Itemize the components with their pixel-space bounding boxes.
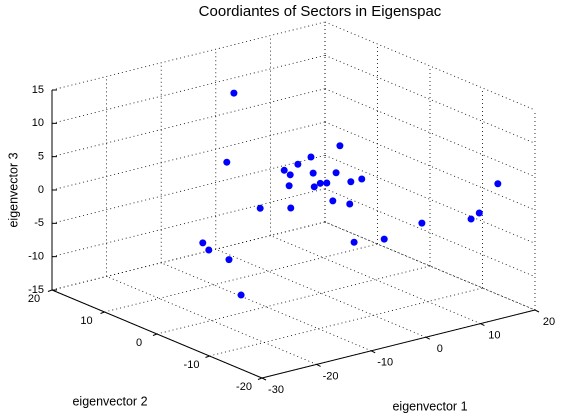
point <box>285 182 293 190</box>
point <box>467 215 475 223</box>
y-tick <box>257 377 263 380</box>
point <box>323 179 331 187</box>
point <box>475 209 483 217</box>
z-tick-label: 5 <box>38 151 44 163</box>
point <box>336 142 344 150</box>
y-tick-label: -20 <box>236 381 252 393</box>
x-tick <box>261 377 267 381</box>
x-tick-label: 10 <box>488 330 500 342</box>
point <box>237 291 245 299</box>
y-axis-label: eigenvector 2 <box>72 394 147 408</box>
grid-line <box>324 54 536 144</box>
point <box>309 169 317 177</box>
point <box>494 180 502 188</box>
grid-line <box>324 154 536 244</box>
grid-line <box>51 88 326 158</box>
z-tick-label: -10 <box>28 251 44 263</box>
x-tick <box>534 309 540 313</box>
z-axis-label: eigenvector 3 <box>6 152 20 227</box>
point <box>347 178 355 186</box>
point <box>350 238 358 246</box>
point <box>358 175 366 183</box>
point <box>294 160 302 168</box>
x-tick <box>370 350 376 354</box>
point <box>329 197 337 205</box>
x-tick-label: -30 <box>268 384 284 396</box>
x-axis <box>261 309 536 379</box>
y-tick <box>47 289 53 292</box>
point <box>332 169 340 177</box>
z-tick-label: 15 <box>32 84 44 96</box>
point <box>346 200 354 208</box>
z-tick-label: -5 <box>34 217 44 229</box>
point <box>225 256 233 264</box>
x-tick-label: 0 <box>437 343 443 355</box>
x-tick-label: 20 <box>543 316 555 328</box>
point <box>307 153 315 161</box>
grid-line <box>156 265 431 335</box>
grid-line <box>270 235 481 324</box>
x-tick <box>316 363 321 367</box>
x-axis-label: eigenvector 1 <box>392 399 467 413</box>
y-tick <box>205 355 210 358</box>
z-tick-label: 10 <box>32 117 44 129</box>
grid-line <box>209 287 483 357</box>
y-tick-label: 10 <box>80 315 92 327</box>
point <box>418 219 426 227</box>
y-tick <box>152 333 158 336</box>
chart-title: Coordiantes of Sectors in Eigenspac <box>199 3 442 20</box>
point <box>316 179 324 187</box>
point <box>205 246 213 254</box>
x-tick <box>480 323 485 327</box>
x-tick <box>425 336 431 340</box>
point <box>199 239 207 247</box>
grid-line <box>51 54 326 124</box>
grid-line <box>51 21 326 91</box>
grid-line <box>104 243 378 313</box>
y-tick-label: 20 <box>28 293 40 305</box>
x-tick-label: -10 <box>377 357 393 369</box>
point <box>256 204 264 212</box>
point <box>287 204 295 212</box>
point <box>286 171 294 179</box>
grid-line <box>51 221 326 291</box>
point <box>380 235 388 243</box>
point <box>223 158 231 166</box>
grid-line <box>51 121 326 191</box>
grid-line <box>51 188 326 258</box>
point <box>230 89 238 97</box>
y-tick-label: 0 <box>136 337 142 349</box>
y-tick-label: -10 <box>184 359 200 371</box>
x-tick-label: -20 <box>323 370 339 382</box>
z-tick-label: -15 <box>28 284 44 296</box>
z-tick-label: 0 <box>38 184 44 196</box>
point <box>280 166 288 174</box>
grid-line <box>324 21 536 111</box>
point <box>310 183 318 191</box>
grid-line <box>51 154 326 224</box>
y-tick <box>100 311 105 314</box>
